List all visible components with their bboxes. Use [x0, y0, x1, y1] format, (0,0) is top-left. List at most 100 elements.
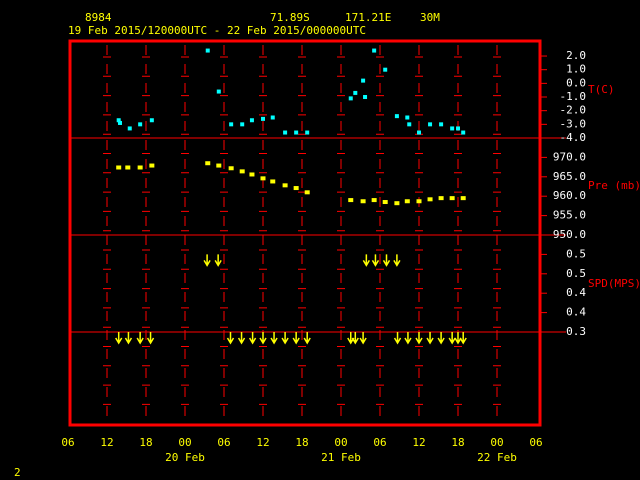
- y-tick-label: 0.5: [566, 267, 586, 280]
- y-tick-label: -4.0: [560, 131, 587, 144]
- elevation: 30M: [420, 11, 440, 24]
- data-point: [261, 116, 265, 121]
- x-tick-label: 00: [178, 436, 191, 449]
- grid-cross: [142, 56, 150, 405]
- wind-arrow: [214, 254, 222, 267]
- data-point: [205, 48, 210, 53]
- x-tick-label: 12: [256, 436, 269, 449]
- x-tick-label: 06: [217, 436, 230, 449]
- data-point: [416, 199, 422, 204]
- data-point: [229, 122, 234, 127]
- data-point: [404, 199, 410, 204]
- data-point: [353, 90, 358, 95]
- data-point: [407, 122, 412, 127]
- wind-arrow: [459, 332, 467, 345]
- wind-arrow: [270, 332, 278, 345]
- data-point: [240, 122, 245, 127]
- data-point: [216, 89, 221, 94]
- x-tick-label: 12: [412, 436, 425, 449]
- wind-arrow: [136, 332, 144, 345]
- grid-cross: [103, 56, 111, 405]
- y-tick-label: 0.4: [566, 306, 586, 319]
- panel-label: Pre (mb): [588, 179, 640, 192]
- frame: [68, 39, 542, 427]
- grid: [70, 45, 566, 421]
- y-tick-label: -2.0: [560, 104, 587, 117]
- y-tick-label: 965.0: [553, 170, 586, 183]
- wind-arrow: [292, 332, 300, 345]
- data-point: [205, 161, 211, 166]
- data-point: [228, 166, 234, 171]
- data-point: [438, 196, 444, 201]
- y-tick-label: 1.0: [566, 63, 586, 76]
- latitude: 71.89S: [270, 11, 310, 24]
- data-point: [348, 198, 354, 203]
- data-point: [304, 190, 310, 195]
- date-label: 20 Feb: [165, 451, 205, 464]
- wind-arrow: [426, 332, 434, 345]
- data-point: [149, 118, 154, 123]
- grid-cross: [454, 56, 462, 405]
- date-label: 21 Feb: [321, 451, 361, 464]
- wind-arrow: [437, 332, 445, 345]
- data-point: [372, 48, 377, 53]
- wind-arrow: [393, 332, 402, 345]
- x-tick-label: 18: [295, 436, 308, 449]
- y-tick-label: -3.0: [560, 117, 587, 130]
- data-point: [216, 163, 222, 168]
- data-point: [249, 172, 255, 177]
- data-point: [137, 165, 143, 170]
- data-point: [348, 96, 353, 101]
- wind-arrow: [237, 332, 246, 345]
- x-tick-label: 18: [451, 436, 464, 449]
- wind-arrow: [362, 254, 370, 267]
- data-point: [282, 183, 288, 188]
- data-point: [427, 197, 433, 202]
- data-point: [382, 200, 388, 205]
- wind-arrow: [115, 332, 123, 345]
- data-point: [439, 122, 444, 127]
- panel-label: SPD(MPS): [588, 277, 640, 290]
- grid-cross: [181, 56, 189, 405]
- data-point: [249, 118, 254, 123]
- data-point: [383, 67, 388, 72]
- data-point: [116, 165, 122, 170]
- data-point: [293, 186, 299, 191]
- y-tick-label: 0.5: [566, 247, 586, 260]
- data-point: [405, 115, 410, 120]
- marks: [115, 48, 467, 345]
- grid-cross: [220, 56, 228, 405]
- wind-arrow: [259, 332, 267, 345]
- grid-cross: [376, 56, 384, 405]
- y-tick-label: 0.4: [566, 286, 586, 299]
- wind-arrow: [448, 332, 456, 345]
- x-tick-label: 12: [100, 436, 113, 449]
- data-point: [239, 169, 245, 174]
- wind-arrow: [404, 332, 412, 345]
- wind-arrow: [203, 254, 211, 267]
- wind-arrow: [415, 332, 423, 345]
- data-point: [394, 114, 399, 119]
- wind-arrow: [454, 332, 462, 345]
- data-point: [118, 120, 122, 125]
- data-point: [417, 130, 421, 135]
- y-tick-label: 0.0: [566, 76, 586, 89]
- data-point: [449, 196, 455, 201]
- data-point: [363, 95, 368, 100]
- x-tick-label: 18: [139, 436, 152, 449]
- data-point: [305, 130, 310, 135]
- data-point: [371, 198, 377, 203]
- y-tick-label: 955.0: [553, 209, 586, 222]
- data-point: [127, 126, 132, 131]
- y-tick-label: 950.0: [553, 228, 586, 241]
- date-label: 22 Feb: [477, 451, 517, 464]
- wind-arrow: [371, 254, 380, 267]
- longitude: 171.21E: [345, 11, 391, 24]
- x-tick-label: 06: [61, 436, 74, 449]
- wind-arrow: [393, 254, 401, 267]
- data-point: [460, 196, 466, 201]
- y-tick-label: 970.0: [553, 150, 586, 163]
- data-point: [294, 130, 299, 135]
- wind-arrow: [124, 332, 133, 345]
